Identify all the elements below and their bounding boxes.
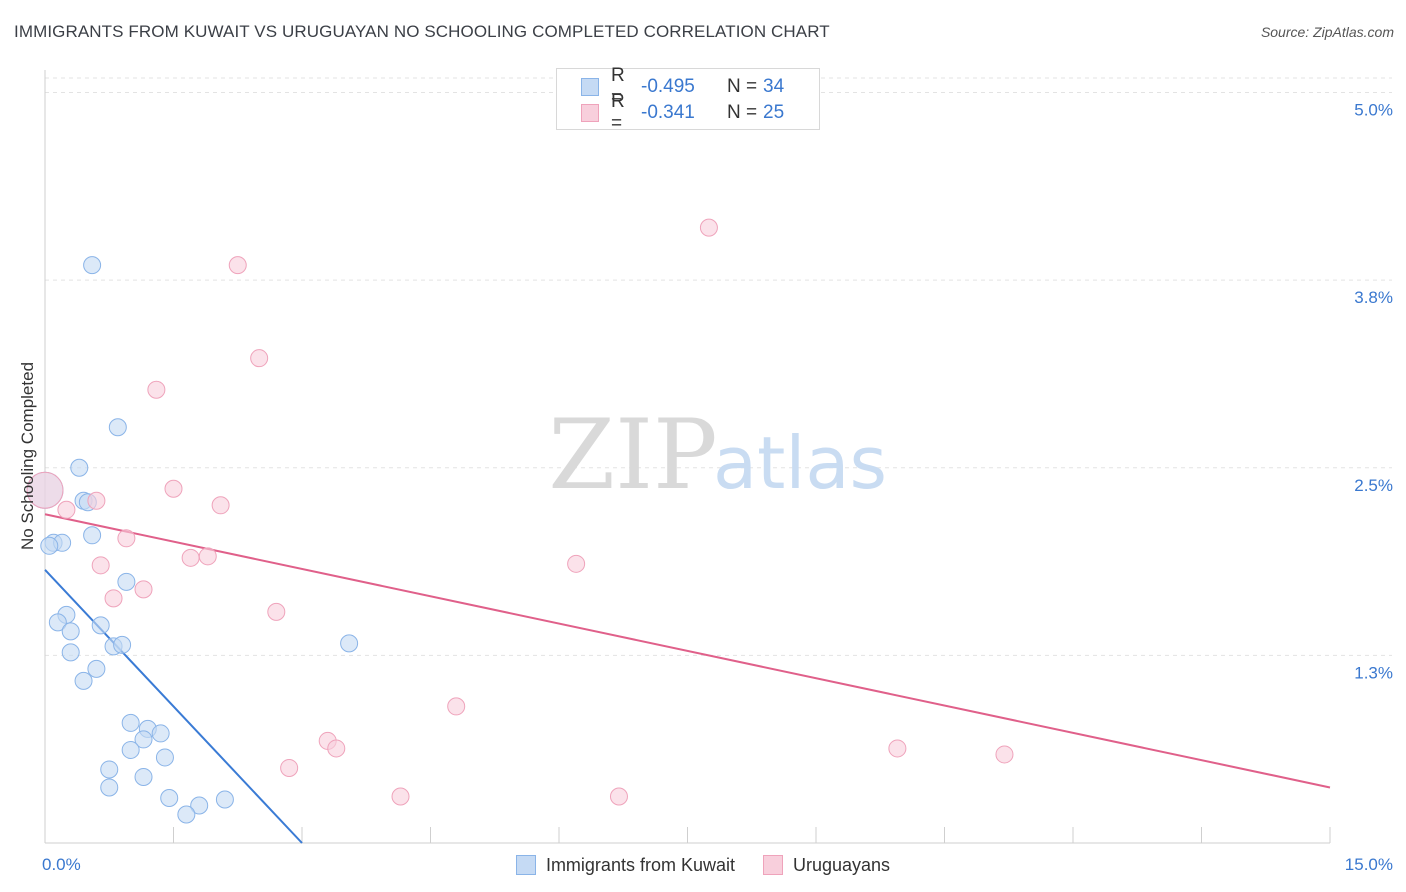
kuwait-point <box>91 616 110 635</box>
uruguayan-point <box>888 739 907 758</box>
kuwait-point <box>160 788 179 807</box>
x-tick-label: 0.0% <box>42 855 81 874</box>
uruguayan-point <box>164 479 183 498</box>
uruguayan-point <box>211 496 230 515</box>
uruguayan-point <box>26 471 64 509</box>
r-value: -0.341 <box>641 102 695 123</box>
chart-title: IMMIGRANTS FROM KUWAIT VS URUGUAYAN NO S… <box>14 22 830 41</box>
kuwait-legend-swatch <box>515 855 536 875</box>
uruguayans-swatch <box>581 104 599 122</box>
kuwait-point <box>151 724 170 743</box>
uruguayan-point <box>995 745 1014 764</box>
uruguayan-point <box>134 580 153 599</box>
trend-lines <box>44 513 1331 844</box>
kuwait-point <box>113 635 132 654</box>
uruguayan-point <box>104 589 123 608</box>
watermark-zip: ZIP <box>548 399 717 511</box>
legend-item-uruguayans[interactable]: Uruguayans <box>762 854 891 876</box>
watermark: ZIP atlas <box>548 399 887 511</box>
uruguayan-point <box>567 554 586 573</box>
uruguayan-point <box>147 380 166 399</box>
uruguayans-legend-swatch <box>762 855 783 875</box>
kuwait-point <box>83 526 102 545</box>
uruguayan-point <box>391 787 410 806</box>
n-value: 25 <box>763 102 785 123</box>
uruguayan-point <box>280 758 299 777</box>
kuwait-point <box>108 418 127 437</box>
kuwait-point <box>117 572 136 591</box>
kuwait-point <box>87 659 106 678</box>
grid-lines <box>45 77 1392 656</box>
kuwait-point <box>155 748 174 767</box>
r-label: R = <box>611 91 625 134</box>
kuwait-point <box>40 536 59 555</box>
trend-line <box>44 513 1331 789</box>
watermark-atlas: atlas <box>713 421 887 505</box>
uruguayan-point <box>87 491 106 510</box>
kuwait-point <box>121 713 140 732</box>
kuwait-point <box>61 643 80 662</box>
uruguayan-point <box>327 739 346 758</box>
kuwait-point <box>177 805 196 824</box>
legend-label: Immigrants from Kuwait <box>545 854 735 875</box>
r-value: -0.495 <box>641 76 695 97</box>
data-points <box>26 218 1014 824</box>
kuwait-point <box>121 740 140 759</box>
uruguayan-point <box>447 697 466 716</box>
kuwait-point <box>83 256 102 275</box>
kuwait-swatch <box>581 78 599 96</box>
source-label: Source: ZipAtlas.com <box>1260 24 1394 40</box>
uruguayan-point <box>198 547 217 566</box>
kuwait-point <box>134 767 153 786</box>
legend-row-uruguayans: R = -0.341 N = 25 <box>581 91 785 134</box>
uruguayan-point <box>250 349 269 368</box>
kuwait-point <box>70 458 89 477</box>
uruguayan-point <box>267 602 286 621</box>
axes <box>44 70 1331 844</box>
n-label: N = <box>727 76 758 97</box>
kuwait-point <box>74 671 93 690</box>
n-label: N = <box>727 102 758 123</box>
kuwait-point <box>100 760 119 779</box>
kuwait-point <box>61 622 80 641</box>
uruguayan-point <box>117 529 136 548</box>
y-tick-label: 1.3% <box>1354 663 1393 682</box>
n-value: 34 <box>763 76 785 97</box>
series-legend: Immigrants from Kuwait Uruguayans <box>0 852 1406 878</box>
y-tick-label: 2.5% <box>1354 476 1393 495</box>
legend-row-kuwait: R = -0.495 N = 34 <box>581 65 785 108</box>
tick-labels: 1.3% 2.5% 3.8% 5.0% 0.0% 15.0% <box>42 101 1393 874</box>
x-tick-label: 15.0% <box>1345 855 1393 874</box>
y-axis-label: No Schooling Completed <box>18 361 37 551</box>
y-tick-label: 5.0% <box>1354 101 1393 120</box>
uruguayan-point <box>91 556 110 575</box>
correlation-legend: R = -0.495 N = 34 R = -0.341 N = 25 <box>556 65 820 134</box>
kuwait-point <box>100 778 119 797</box>
uruguayan-point <box>699 218 718 237</box>
r-label: R = <box>611 65 625 108</box>
kuwait-point <box>48 613 67 632</box>
legend-item-kuwait[interactable]: Immigrants from Kuwait <box>515 854 735 876</box>
kuwait-point <box>215 790 234 809</box>
uruguayan-point <box>181 548 200 567</box>
uruguayan-point <box>609 787 628 806</box>
legend-label: Uruguayans <box>792 854 891 875</box>
trend-line <box>44 569 303 844</box>
kuwait-point <box>340 634 359 653</box>
kuwait-point <box>134 730 153 749</box>
uruguayan-point <box>228 256 247 275</box>
kuwait-point <box>190 796 209 815</box>
uruguayan-point <box>57 500 76 519</box>
y-tick-label: 3.8% <box>1354 288 1393 307</box>
